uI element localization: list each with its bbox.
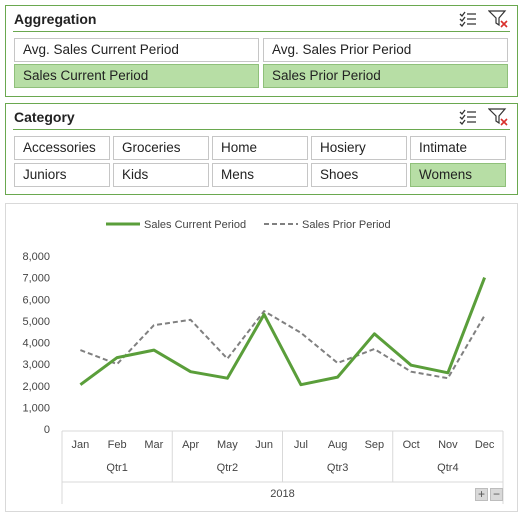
x-tick-label: Nov [438,439,458,451]
x-tick-label: Aug [328,439,348,451]
y-tick-label: 4,000 [22,338,50,350]
category-slicer: Category Accessories Groceries Home Hosiery… [5,103,518,195]
x-tick-label: Apr [182,439,199,451]
x-year-label: 2018 [270,488,294,500]
zoom-out-button[interactable]: − [490,488,503,501]
aggregation-slicer: Aggregation Avg. Sales Current Period Avg… [5,5,518,97]
category-item-womens[interactable]: Womens [410,163,506,187]
y-tick-label: 1,000 [22,402,50,414]
aggregation-item-sales-prior-period[interactable]: Sales Prior Period [263,64,508,88]
chart-svg: 0 1,000 2,000 3,000 4,000 5,000 6,000 7,000 8,00… [22,219,504,504]
x-tick-label: Jun [255,439,273,451]
y-tick-label: 0 [44,424,50,436]
multi-select-icon[interactable] [458,108,478,126]
category-item-mens[interactable]: Mens [212,163,308,187]
legend-label: Sales Current Period [144,219,246,231]
x-group-label: Qtr4 [437,462,458,474]
x-tick-label: Feb [108,439,127,451]
y-tick-label: 6,000 [22,294,50,306]
category-item-groceries[interactable]: Groceries [113,136,209,160]
y-tick-label: 3,000 [22,359,50,371]
y-tick-label: 2,000 [22,381,50,393]
category-slicer-title: Category [14,109,75,125]
x-group-label: Qtr1 [106,462,127,474]
x-tick-label: Jul [294,439,308,451]
y-tick-label: 7,000 [22,273,50,285]
category-item-kids[interactable]: Kids [113,163,209,187]
multi-select-icon[interactable] [458,10,478,28]
aggregation-slicer-title: Aggregation [14,11,97,27]
aggregation-slicer-header: Aggregation [13,6,510,32]
y-tick-label: 5,000 [22,316,50,328]
x-group-label: Qtr2 [217,462,238,474]
category-item-home[interactable]: Home [212,136,308,160]
zoom-in-button[interactable]: + [475,488,488,501]
x-tick-label: Oct [403,439,420,451]
x-tick-label: May [217,439,238,451]
x-tick-label: Jan [72,439,90,451]
clear-filter-icon[interactable] [488,108,508,126]
series-line-sales-current-period [79,277,486,387]
sales-line-chart: 0 1,000 2,000 3,000 4,000 5,000 6,000 7,000 8,00… [5,203,518,512]
category-item-shoes[interactable]: Shoes [311,163,407,187]
x-tick-label: Mar [144,439,163,451]
x-tick-label: Dec [475,439,495,451]
clear-filter-icon[interactable] [488,10,508,28]
category-item-accessories[interactable]: Accessories [14,136,110,160]
series-line-sales-prior-period [80,310,486,380]
x-group-label: Qtr3 [327,462,348,474]
category-item-intimate[interactable]: Intimate [410,136,506,160]
aggregation-item-avg-sales-prior-period[interactable]: Avg. Sales Prior Period [263,38,508,62]
category-item-juniors[interactable]: Juniors [14,163,110,187]
y-tick-label: 8,000 [22,251,50,263]
category-item-hosiery[interactable]: Hosiery [311,136,407,160]
aggregation-item-avg-sales-current-period[interactable]: Avg. Sales Current Period [14,38,259,62]
category-slicer-header: Category [13,104,510,130]
legend-label: Sales Prior Period [302,219,391,231]
x-tick-label: Sep [365,439,385,451]
aggregation-item-sales-current-period[interactable]: Sales Current Period [14,64,259,88]
